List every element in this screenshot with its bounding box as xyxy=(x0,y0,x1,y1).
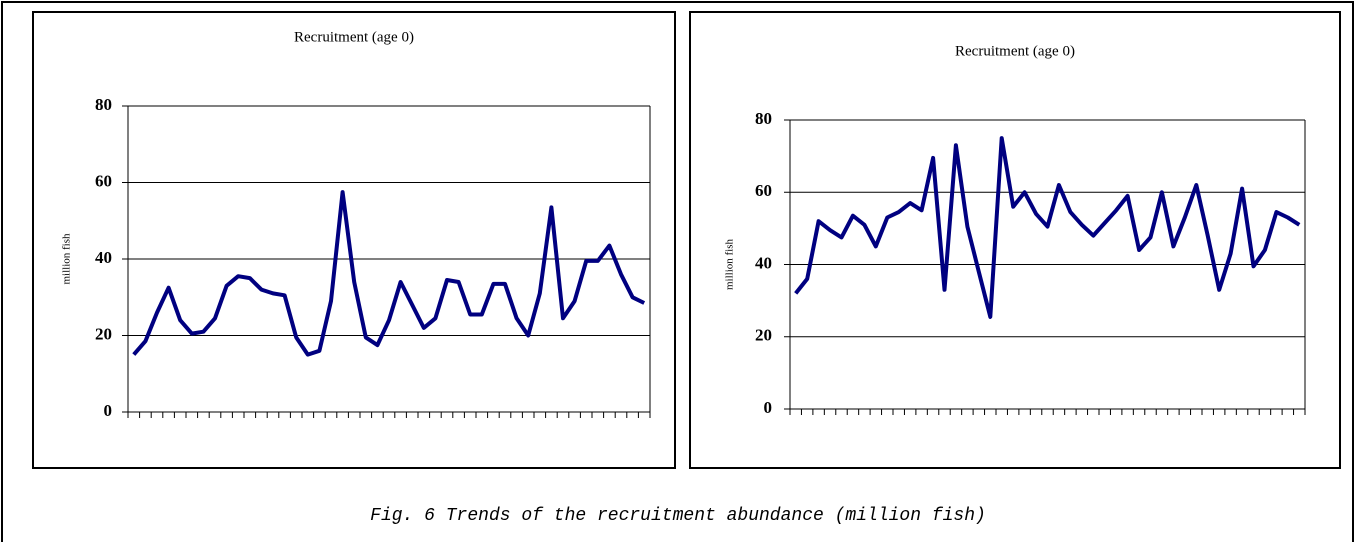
y-tick-label: 60 xyxy=(755,181,772,200)
y-axis-label: million fish xyxy=(724,238,736,290)
data-line xyxy=(794,136,1301,319)
y-tick-label: 0 xyxy=(104,401,113,420)
y-tick-label: 60 xyxy=(95,171,112,190)
y-tick-label: 20 xyxy=(755,326,772,345)
y-tick-label: 80 xyxy=(95,95,112,114)
data-line xyxy=(132,190,646,357)
chart-title: Recruitment (age 0) xyxy=(955,43,1075,59)
y-tick-label: 0 xyxy=(764,398,773,417)
chart-title: Recruitment (age 0) xyxy=(294,29,414,45)
chart-frame xyxy=(32,11,676,469)
y-tick-label: 80 xyxy=(755,109,772,128)
y-tick-label: 20 xyxy=(95,324,112,343)
y-axis-label: million fish xyxy=(61,233,73,285)
chart-frame xyxy=(689,11,1341,469)
y-tick-label: 40 xyxy=(95,248,112,267)
caption: Fig. 6 Trends of the recruitment abundan… xyxy=(370,506,986,526)
y-tick-label: 40 xyxy=(755,253,772,272)
